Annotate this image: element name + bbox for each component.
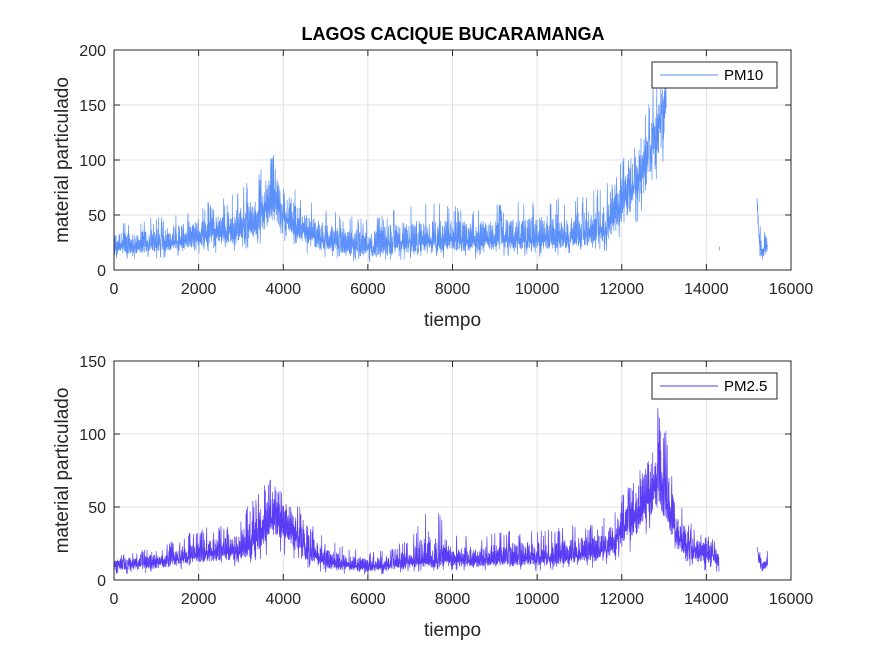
legend: PM10 (651, 61, 778, 89)
x-tick-label: 0 (110, 591, 119, 608)
y-tick-label: 0 (97, 263, 106, 280)
x-tick-label: 8000 (435, 281, 471, 298)
y-tick-label: 150 (79, 98, 106, 115)
subplot-2: 0 2000 4000 6000 8000 10000 12000 14000 16000 0 50… (52, 354, 813, 641)
series-line-pm10 (756, 198, 768, 260)
series-line-pm10 (718, 246, 721, 251)
y-tick-label: 100 (79, 427, 106, 444)
x-tick-label: 4000 (265, 281, 301, 298)
x-tick-label: 6000 (350, 281, 386, 298)
x-tick-label: 4000 (265, 591, 301, 608)
x-tick-label: 12000 (600, 591, 645, 608)
x-tick-label: 16000 (769, 591, 814, 608)
y-axis-label: material particulado (52, 388, 73, 554)
legend-entry: PM2.5 (724, 378, 767, 395)
series-line-pm10 (113, 77, 667, 263)
x-tick-label: 14000 (684, 281, 729, 298)
x-tick-label: 16000 (769, 281, 814, 298)
x-tick-label: 2000 (181, 281, 217, 298)
y-tick-label: 100 (79, 153, 106, 170)
legend: PM2.5 (651, 372, 778, 400)
y-tick-label: 150 (79, 354, 106, 371)
x-tick-label: 10000 (515, 591, 560, 608)
x-tick-label: 6000 (350, 591, 386, 608)
chart-title: LAGOS CACIQUE BUCARAMANGA (302, 24, 605, 44)
y-tick-label: 50 (88, 208, 106, 225)
x-tick-label: 2000 (181, 591, 217, 608)
y-axis-label: material particulado (52, 77, 73, 243)
y-tick-label: 50 (88, 500, 106, 517)
y-tick-label: 200 (79, 43, 106, 60)
legend-entry: PM10 (724, 67, 763, 84)
x-tick-label: 0 (110, 281, 119, 298)
subplot-1: 0 2000 4000 6000 8000 10000 12000 14000 16000 0 50… (52, 43, 813, 331)
series-line-pm25 (756, 546, 768, 572)
x-tick-label: 8000 (435, 591, 471, 608)
x-tick-label: 10000 (515, 281, 560, 298)
x-axis-label: tiempo (424, 310, 481, 331)
series-line-pm25 (113, 408, 720, 575)
y-tick-label: 0 (97, 573, 106, 590)
x-tick-label: 12000 (600, 281, 645, 298)
x-tick-label: 14000 (684, 591, 729, 608)
x-axis-label: tiempo (424, 620, 481, 641)
